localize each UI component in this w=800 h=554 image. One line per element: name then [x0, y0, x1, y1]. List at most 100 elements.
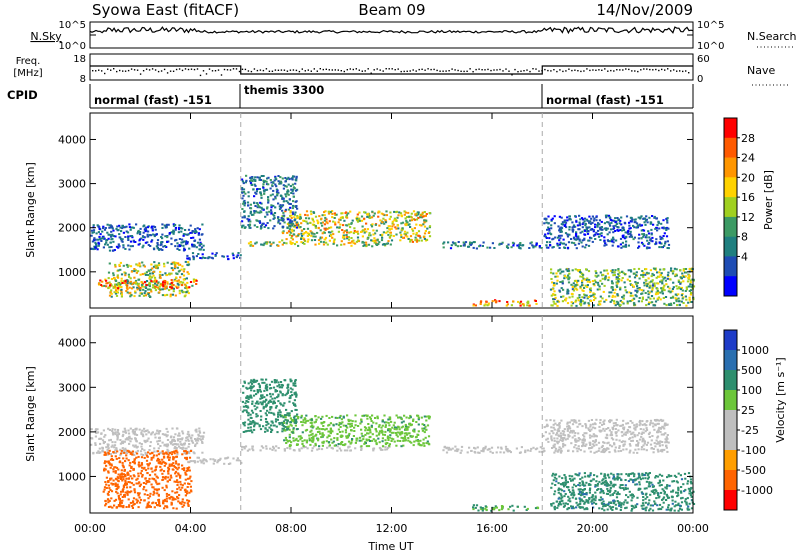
echo-cell	[314, 444, 317, 447]
echo-cell	[597, 223, 600, 226]
echo-cell	[344, 429, 347, 432]
echo-cell	[243, 424, 246, 427]
nave-dot	[661, 68, 663, 71]
echo-cell	[381, 440, 384, 443]
echo-cell	[176, 468, 179, 471]
echo-cell	[612, 236, 615, 239]
echo-cell	[685, 271, 688, 274]
echo-cell	[668, 287, 671, 290]
nave-dot	[208, 68, 211, 70]
echo-cell	[561, 221, 564, 224]
echo-cell	[575, 247, 578, 250]
echo-cell	[92, 248, 95, 251]
echo-cell	[274, 449, 277, 452]
echo-cell	[172, 464, 175, 467]
echo-cell	[171, 468, 174, 471]
nave-dot	[673, 69, 675, 71]
echo-cell	[130, 287, 134, 290]
echo-cell	[259, 179, 262, 181]
echo-cell	[185, 240, 188, 243]
echo-cell	[377, 425, 381, 428]
echo-cell	[138, 501, 142, 504]
echo-cell	[259, 428, 263, 431]
echo-cell	[339, 414, 342, 417]
echo-cell	[395, 414, 398, 417]
echo-cell	[584, 284, 587, 287]
echo-cell	[132, 503, 135, 506]
echo-cell	[578, 239, 581, 242]
echo-cell	[549, 288, 553, 291]
nave-dot	[122, 70, 124, 72]
noise-panel: N.Sky 10^5 10^0 10^5 10^0 N.Search	[30, 20, 796, 52]
echo-cell	[400, 426, 403, 429]
echo-cell	[316, 231, 319, 234]
echo-cell	[127, 264, 130, 267]
echo-cell	[640, 300, 643, 303]
echo-cell	[684, 268, 688, 270]
echo-cell	[120, 501, 123, 504]
echo-cell	[378, 424, 381, 427]
echo-cell	[300, 416, 303, 419]
nave-dot	[508, 70, 510, 72]
echo-cell	[349, 449, 352, 452]
echo-cell	[386, 435, 389, 438]
echo-cell	[126, 265, 129, 268]
echo-cell	[271, 421, 274, 424]
nave-dot	[472, 71, 474, 73]
echo-cell	[187, 445, 190, 448]
echo-cell	[110, 289, 113, 292]
echo-cell	[616, 228, 619, 231]
echo-cell	[196, 460, 199, 463]
echo-cell	[283, 439, 286, 442]
echo-cell	[672, 281, 675, 284]
echo-cell	[645, 268, 648, 271]
echo-cell	[109, 283, 112, 286]
echo-cell	[256, 391, 259, 394]
echo-cell	[251, 447, 254, 450]
echo-cell	[161, 476, 165, 479]
echo-cell	[475, 247, 478, 250]
echo-cell	[279, 176, 282, 179]
echo-cell	[554, 302, 557, 305]
echo-cell	[122, 433, 125, 436]
echo-cell	[498, 300, 501, 303]
echo-cell	[167, 223, 170, 226]
echo-cell	[331, 216, 334, 219]
echo-cell	[104, 227, 107, 229]
echo-cell	[261, 394, 264, 397]
echo-cell	[241, 448, 244, 451]
echo-cell	[384, 430, 387, 433]
echo-cell	[175, 507, 178, 510]
nave-dot	[334, 69, 336, 71]
nave-dot	[313, 68, 315, 70]
echo-cell	[407, 439, 410, 442]
echo-cell	[636, 281, 639, 284]
nave-dot	[580, 70, 582, 73]
echo-cell	[589, 291, 592, 294]
echo-cell	[180, 268, 183, 271]
nave-dot	[496, 69, 498, 71]
echo-cell	[391, 220, 394, 223]
echo-cell	[134, 241, 137, 243]
echo-cell	[421, 211, 424, 214]
echo-cell	[690, 285, 693, 288]
echo-cell	[188, 257, 191, 260]
echo-cell	[688, 290, 691, 292]
echo-cell	[346, 449, 349, 452]
echo-cell	[640, 241, 644, 244]
echo-cell	[155, 465, 158, 468]
echo-cell	[629, 230, 632, 233]
echo-cell	[141, 273, 144, 276]
echo-cell	[593, 295, 596, 298]
echo-cell	[592, 230, 595, 233]
range-tick-label-1: 2000	[58, 222, 86, 235]
echo-cell	[156, 459, 159, 462]
echo-cell	[303, 228, 306, 230]
echo-cell	[306, 439, 309, 442]
echo-cell	[174, 460, 178, 463]
echo-cell	[129, 280, 133, 283]
echo-cell	[171, 438, 174, 441]
echo-cell	[241, 187, 244, 189]
echo-cell	[193, 279, 196, 282]
echo-cell	[120, 449, 123, 452]
